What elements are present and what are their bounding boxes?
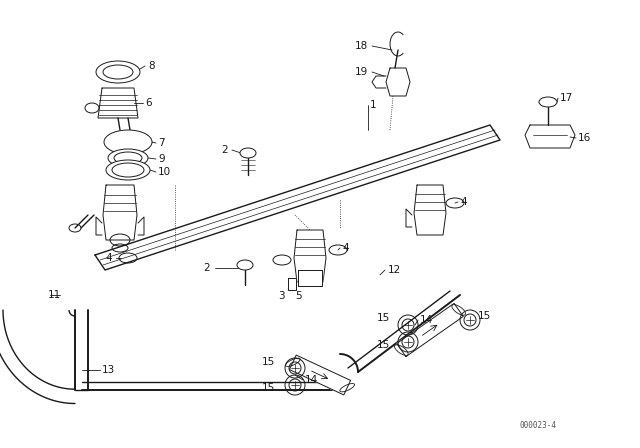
Text: 2: 2 [204, 263, 210, 273]
Text: 6: 6 [145, 98, 152, 108]
Text: 17: 17 [560, 93, 573, 103]
Text: 4: 4 [342, 243, 349, 253]
Ellipse shape [106, 160, 150, 180]
Text: 11: 11 [48, 290, 61, 300]
Text: 18: 18 [355, 41, 368, 51]
Text: 15: 15 [262, 357, 275, 367]
Text: 1: 1 [370, 100, 376, 110]
Text: 000023-4: 000023-4 [520, 421, 557, 430]
Polygon shape [294, 230, 326, 282]
Ellipse shape [96, 61, 140, 83]
Text: 9: 9 [158, 154, 164, 164]
Text: 15: 15 [478, 311, 492, 321]
Text: 14: 14 [420, 315, 433, 325]
Text: 10: 10 [158, 167, 171, 177]
Text: 4: 4 [460, 197, 467, 207]
Text: 2: 2 [221, 145, 228, 155]
Text: 13: 13 [102, 365, 115, 375]
Text: 4: 4 [105, 253, 111, 263]
Ellipse shape [104, 130, 152, 154]
Text: 16: 16 [578, 133, 591, 143]
Ellipse shape [539, 97, 557, 107]
Polygon shape [95, 125, 500, 270]
Text: 3: 3 [278, 291, 285, 301]
Text: 7: 7 [158, 138, 164, 148]
Polygon shape [103, 185, 137, 240]
Ellipse shape [108, 149, 148, 167]
Text: 8: 8 [148, 61, 155, 71]
Text: 5: 5 [295, 291, 301, 301]
Polygon shape [98, 88, 138, 118]
Ellipse shape [237, 260, 253, 270]
Text: 12: 12 [388, 265, 401, 275]
Ellipse shape [240, 148, 256, 158]
Text: 15: 15 [377, 340, 390, 350]
Text: 15: 15 [377, 313, 390, 323]
Text: 14: 14 [305, 375, 318, 385]
Text: 15: 15 [262, 383, 275, 393]
Polygon shape [289, 355, 351, 395]
Text: 19: 19 [355, 67, 368, 77]
Polygon shape [414, 185, 446, 235]
Polygon shape [397, 303, 463, 357]
Polygon shape [525, 125, 575, 148]
Polygon shape [298, 270, 322, 286]
Polygon shape [386, 68, 410, 96]
Polygon shape [288, 278, 296, 290]
